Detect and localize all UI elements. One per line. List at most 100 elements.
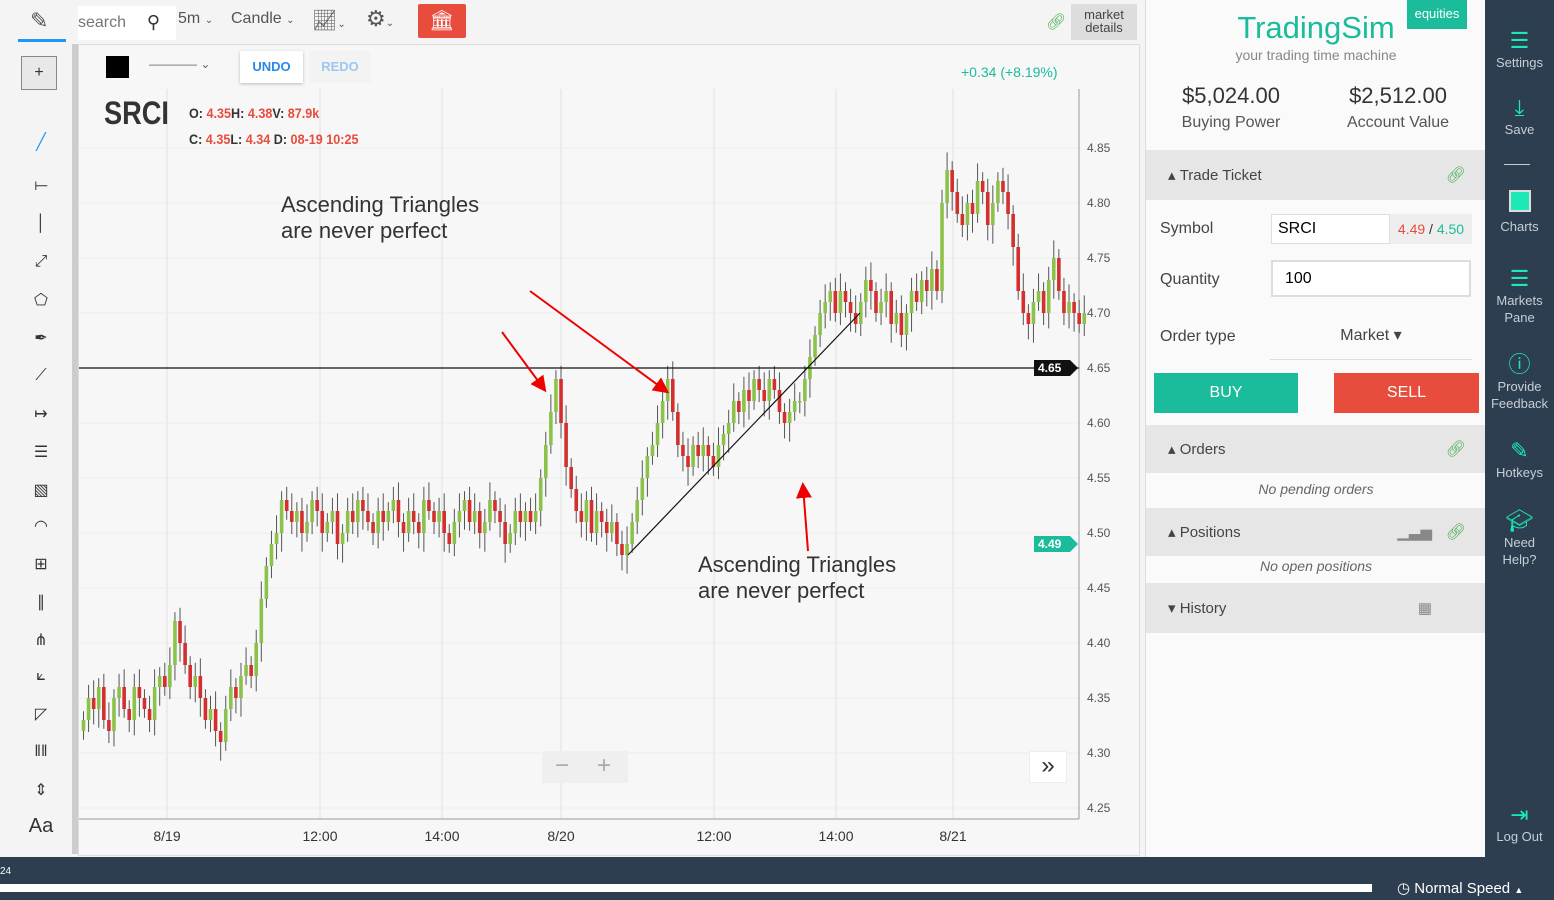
link-icon[interactable]: 🔗︎	[1046, 14, 1067, 31]
candle-body	[980, 181, 985, 192]
zoom-in-button[interactable]: +	[597, 752, 612, 779]
candle-body	[178, 621, 182, 643]
nav-label: Markets Pane	[1496, 293, 1543, 325]
history-icon[interactable]: ▦	[1417, 600, 1432, 617]
square-icon	[1485, 190, 1554, 218]
line-style-select[interactable]: ———— ⌄	[149, 57, 211, 71]
indicators-icon[interactable]: 📈︎⌄	[312, 10, 346, 32]
candle-body	[1062, 291, 1066, 313]
playback-progress[interactable]	[0, 884, 1372, 892]
redo-button[interactable]: REDO	[309, 51, 371, 83]
candle-body	[112, 698, 116, 731]
orders-header[interactable]: ▴ Orders 🔗︎	[1146, 425, 1486, 473]
fan-tool[interactable]: ⟀	[36, 667, 46, 684]
equities-badge[interactable]: equities	[1407, 0, 1467, 29]
buying-power-value: $5,024.00	[1182, 83, 1280, 108]
quantity-input[interactable]	[1271, 260, 1471, 297]
triangle-tool[interactable]: ◸	[34, 706, 48, 723]
gann-tool[interactable]: ⊞	[34, 556, 48, 573]
nav-save[interactable]: ⤓ Save	[1485, 95, 1554, 138]
brush-tool[interactable]: ✒	[34, 330, 48, 347]
link-icon[interactable]: 🔗︎	[1445, 167, 1466, 184]
interval-select[interactable]: 5m ⌄	[178, 10, 214, 27]
buy-button[interactable]: BUY	[1154, 373, 1298, 413]
scroll-right-button[interactable]: »	[1029, 751, 1067, 783]
zoom-out-button[interactable]: −	[555, 752, 570, 779]
graduation-cap-icon: 🎓︎	[1505, 508, 1534, 533]
segment-tool[interactable]: ⟋	[35, 367, 47, 384]
candle-body	[757, 379, 761, 390]
nav-settings[interactable]: ☰ Settings	[1485, 28, 1554, 71]
measure-tool[interactable]: ↦	[34, 406, 48, 423]
list-icon: ☰	[1509, 266, 1530, 291]
search-input[interactable]	[78, 14, 138, 32]
order-type-select[interactable]: Market ▾	[1270, 318, 1472, 360]
bank-button[interactable]: 🏛︎	[418, 4, 466, 38]
search-icon[interactable]: ⚲	[146, 12, 160, 32]
symbol-input[interactable]	[1271, 214, 1390, 244]
search-box[interactable]: ⚲	[78, 6, 176, 40]
pencil-icon[interactable]: ✎	[30, 8, 49, 33]
nav-help[interactable]: 🎓︎ Need Help?	[1485, 508, 1554, 568]
chart-type-select[interactable]: Candle ⌄	[231, 10, 295, 27]
candle-body	[457, 511, 462, 522]
candle-body	[498, 511, 502, 522]
extended-line-tool[interactable]: ⤢	[34, 253, 48, 270]
ask-price: 4.50	[1436, 221, 1465, 237]
nav-charts[interactable]: Charts	[1485, 190, 1554, 235]
nav-markets-pane[interactable]: ☰ Markets Pane	[1485, 266, 1554, 326]
link-icon[interactable]: 🔗︎	[1445, 524, 1466, 541]
polygon-tool[interactable]: ⬠	[34, 292, 48, 309]
candle-body	[645, 456, 650, 478]
text-tool[interactable]: Aa	[28, 814, 54, 837]
nav-feedback[interactable]: ⓘ Provide Feedback	[1485, 352, 1554, 412]
link-icon[interactable]: 🔗︎	[1445, 441, 1466, 458]
candle-body	[325, 522, 330, 533]
menu-icon: ☰	[1509, 28, 1530, 53]
candle-body	[493, 500, 497, 511]
ray-tool[interactable]: ⟝	[34, 177, 48, 194]
nav-logout[interactable]: ⇥ Log Out	[1485, 802, 1554, 845]
cycle-lines-tool[interactable]: ‖‖	[34, 743, 48, 760]
trade-ticket-header[interactable]: ▴ Trade Ticket 🔗︎	[1146, 150, 1486, 200]
o-label: O:	[189, 105, 204, 121]
speed-select[interactable]: ◷ Normal Speed ▲	[1397, 880, 1524, 897]
fib-tool[interactable]: ⇕	[34, 782, 48, 799]
x-tick-label: 12:00	[696, 828, 731, 844]
pitchfork-tool[interactable]: ⋔	[34, 632, 48, 649]
x-tick-label: 8/19	[153, 828, 180, 844]
candle-body	[975, 181, 980, 214]
channel-tool[interactable]: ▧	[33, 482, 49, 499]
horizontal-lines-tool[interactable]: ☰	[33, 444, 49, 461]
gear-icon[interactable]: ⚙⌄	[366, 6, 395, 31]
color-swatch[interactable]	[106, 56, 129, 78]
candle-body	[107, 720, 111, 731]
candle-body	[965, 203, 970, 225]
date-value: 08-19 10:25	[290, 131, 359, 147]
vertical-line-tool[interactable]: │	[36, 215, 46, 232]
candle-body	[726, 423, 731, 434]
nav-hotkeys[interactable]: ✎ Hotkeys	[1485, 438, 1554, 481]
parallel-tool[interactable]: ∥	[37, 594, 45, 611]
candle-body	[935, 269, 939, 291]
crosshair-tool[interactable]: +	[21, 56, 57, 90]
market-details-button[interactable]: market details	[1071, 4, 1137, 40]
undo-button[interactable]: UNDO	[240, 51, 303, 83]
candle-body	[376, 511, 380, 533]
trendline-tool[interactable]: ╱	[36, 134, 46, 151]
arc-tool[interactable]: ◠	[34, 518, 48, 535]
candle-body	[731, 401, 736, 423]
history-header[interactable]: ▾ History ▦	[1146, 583, 1486, 633]
y-tick-label: 4.30	[1087, 746, 1111, 760]
bar-chart-icon[interactable]: ▁▃▅	[1397, 524, 1432, 541]
candlestick-chart[interactable]: 8/19 12:00 14:00 8/20 12:00 14:00 8/21 4.85 4.80…	[79, 89, 1139, 855]
candle-body	[686, 456, 690, 467]
positions-header[interactable]: ▴ Positions ▁▃▅ 🔗︎	[1146, 508, 1486, 556]
candle-body	[594, 511, 599, 533]
positions-empty: No open positions	[1259, 558, 1373, 574]
info-icon: ⓘ	[1508, 352, 1531, 377]
line-price-tag	[1034, 360, 1078, 376]
logout-icon: ⇥	[1510, 802, 1529, 827]
sell-button[interactable]: SELL	[1334, 373, 1479, 413]
annotation-arrow	[795, 482, 812, 552]
